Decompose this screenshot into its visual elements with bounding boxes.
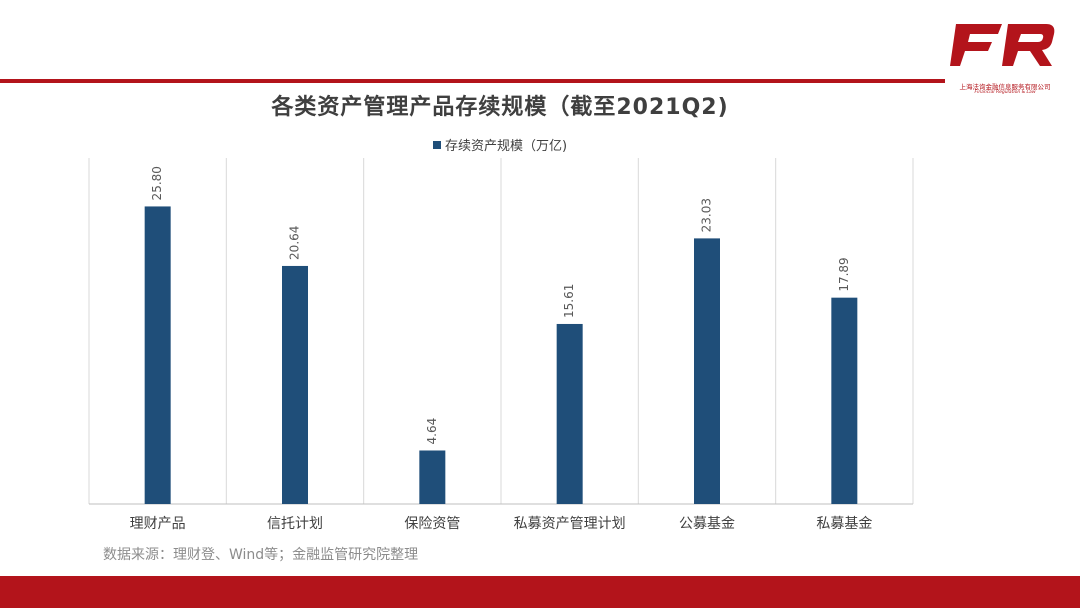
bar	[831, 297, 858, 504]
top-rule	[0, 79, 945, 83]
logo-company-en: Financial Regulation & Law	[974, 90, 1036, 95]
data-label: 15.61	[562, 284, 576, 318]
x-tick-label: 私募基金	[816, 515, 872, 532]
x-tick-label: 保险资管	[404, 516, 460, 532]
bottom-bar	[0, 576, 1080, 608]
x-tick-label: 理财产品	[130, 516, 186, 532]
bar	[144, 206, 171, 504]
x-tick-label: 私募资产管理计划	[514, 516, 626, 532]
data-label: 20.64	[288, 226, 302, 260]
chart-legend: 存续资产规模（万亿)	[0, 135, 1000, 154]
bar	[419, 450, 446, 504]
data-label: 17.89	[837, 257, 851, 291]
source-note: 数据来源：理财登、Wind等；金融监管研究院整理	[103, 547, 419, 563]
company-logo: 上海法询金融信息服务有限公司 Financial Regulation & La…	[950, 18, 1060, 98]
data-label: 4.64	[425, 418, 439, 445]
bar	[556, 323, 583, 504]
logo-company-cn: 上海法询金融信息服务有限公司	[959, 83, 1051, 91]
data-label: 25.80	[150, 166, 164, 200]
bar	[282, 265, 308, 504]
chart-title: 各类资产管理产品存续规模（截至2021Q2)	[271, 95, 729, 120]
bar	[694, 238, 720, 504]
legend-label: 存续资产规模（万亿)	[444, 139, 568, 154]
legend-swatch	[432, 141, 441, 149]
x-tick-label: 信托计划	[267, 516, 323, 532]
fr-logo-icon	[950, 24, 1055, 66]
x-tick-label: 公募基金	[679, 515, 735, 532]
data-label: 23.03	[700, 198, 714, 232]
